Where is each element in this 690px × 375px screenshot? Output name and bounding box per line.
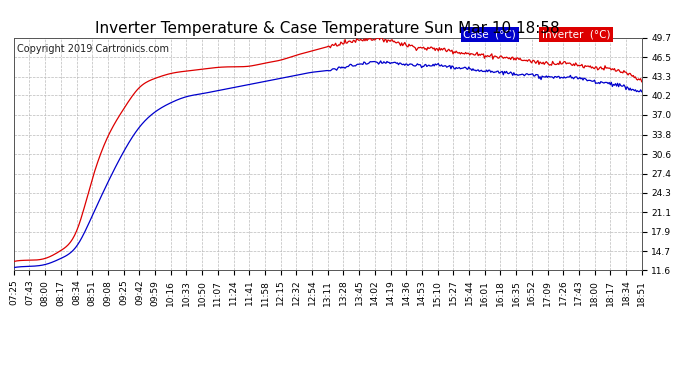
- Text: Inverter  (°C): Inverter (°C): [542, 30, 610, 40]
- Text: Case  (°C): Case (°C): [464, 30, 516, 40]
- Text: Copyright 2019 Cartronics.com: Copyright 2019 Cartronics.com: [17, 45, 169, 54]
- Title: Inverter Temperature & Case Temperature Sun Mar 10 18:58: Inverter Temperature & Case Temperature …: [95, 21, 560, 36]
